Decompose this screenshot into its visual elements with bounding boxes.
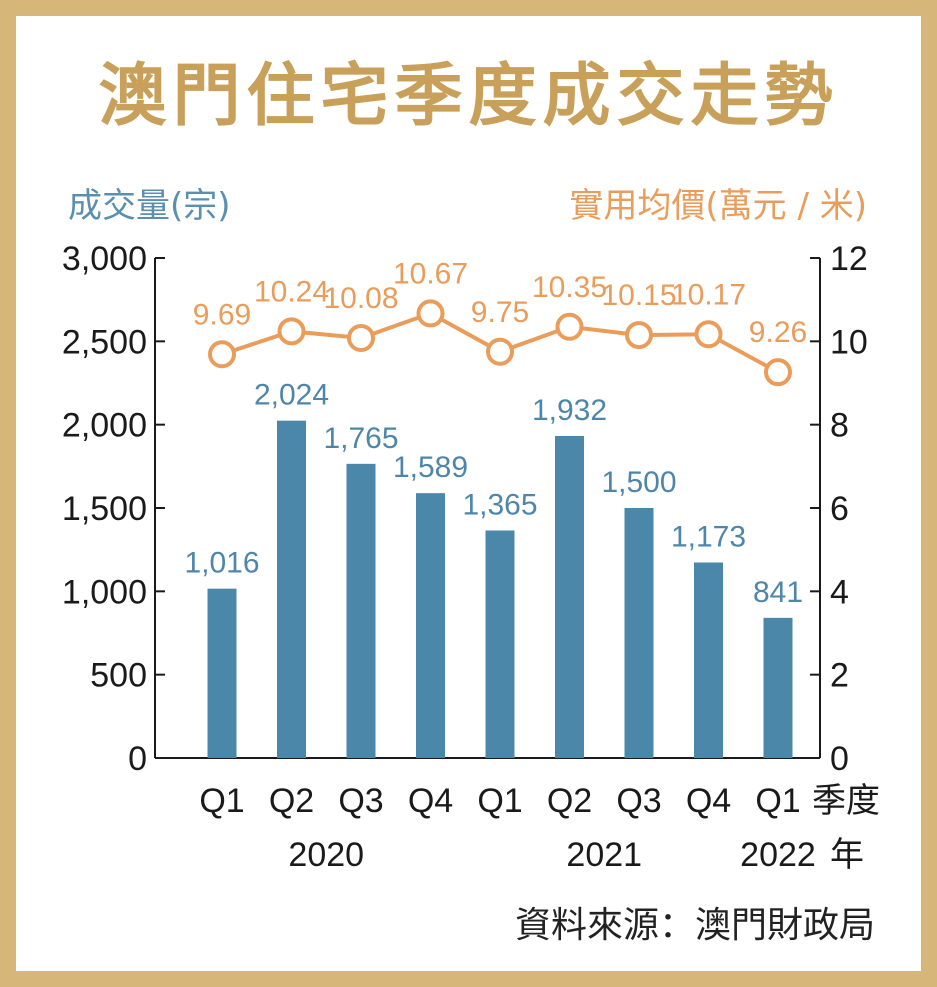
year-label: 2022 bbox=[740, 836, 816, 874]
right-axis-title: 實用均價(萬元 / 米) bbox=[569, 186, 867, 226]
bar-value-label: 1,765 bbox=[323, 422, 398, 455]
left-axis-title: 成交量(宗) bbox=[68, 186, 231, 226]
bar bbox=[416, 493, 445, 758]
x-tick-label: Q4 bbox=[408, 782, 453, 820]
price-point bbox=[416, 299, 445, 328]
price-value-label: 9.26 bbox=[749, 316, 807, 349]
right-tick-label: 2 bbox=[830, 657, 849, 695]
price-point bbox=[625, 321, 653, 350]
bar bbox=[346, 463, 376, 758]
price-value-label: 10.24 bbox=[254, 275, 329, 308]
bar bbox=[207, 588, 237, 758]
x-axis-title: 季度 bbox=[812, 781, 880, 821]
bar-value-label: 1,173 bbox=[671, 521, 746, 554]
right-tick-label: 8 bbox=[830, 407, 849, 445]
bar-value-label: 841 bbox=[753, 576, 803, 609]
chart-title: 澳門住宅季度成交走勢 bbox=[98, 57, 839, 136]
bar-value-label: 1,932 bbox=[532, 394, 607, 427]
price-value-label: 10.15 bbox=[601, 279, 676, 312]
left-tick-label: 1,500 bbox=[62, 490, 147, 528]
price-point bbox=[486, 337, 514, 366]
x-tick-label: Q1 bbox=[477, 782, 522, 820]
bar-value-label: 1,589 bbox=[393, 451, 468, 484]
bar bbox=[277, 420, 306, 758]
price-value-label: 9.69 bbox=[193, 298, 251, 331]
bar bbox=[694, 562, 723, 758]
x-tick-label: Q2 bbox=[547, 782, 592, 820]
source-note: 資料來源：澳門財政局 bbox=[514, 905, 875, 946]
price-point bbox=[555, 312, 584, 341]
bar bbox=[763, 617, 793, 758]
x-tick-label: Q1 bbox=[755, 782, 800, 820]
price-point bbox=[347, 324, 375, 352]
price-value-label: 10.67 bbox=[393, 257, 468, 290]
price-point bbox=[764, 358, 792, 387]
left-tick-label: 1,000 bbox=[62, 573, 147, 611]
price-value-label: 9.75 bbox=[471, 296, 529, 329]
left-tick-label: 2,000 bbox=[62, 407, 147, 445]
bar bbox=[485, 530, 515, 758]
bar bbox=[624, 508, 654, 758]
year-axis-title: 年 bbox=[830, 835, 864, 875]
price-point bbox=[277, 317, 306, 346]
x-tick-label: Q4 bbox=[686, 782, 731, 820]
price-value-label: 10.08 bbox=[323, 282, 398, 315]
price-value-label: 10.17 bbox=[671, 278, 746, 311]
x-tick-label: Q3 bbox=[338, 782, 383, 820]
bar-value-label: 2,024 bbox=[254, 379, 329, 412]
chart-panel bbox=[16, 16, 921, 971]
year-label: 2020 bbox=[288, 836, 364, 874]
bar bbox=[555, 436, 584, 758]
x-tick-label: Q1 bbox=[199, 782, 244, 820]
x-tick-label: Q2 bbox=[269, 782, 314, 820]
left-tick-label: 2,500 bbox=[62, 323, 147, 361]
bar-value-label: 1,500 bbox=[601, 466, 676, 499]
x-tick-label: Q3 bbox=[616, 782, 661, 820]
left-tick-label: 0 bbox=[128, 740, 147, 778]
bar-value-label: 1,016 bbox=[184, 547, 259, 580]
bar-value-label: 1,365 bbox=[462, 489, 537, 522]
left-tick-label: 3,000 bbox=[62, 240, 147, 278]
price-value-label: 10.35 bbox=[532, 271, 607, 304]
right-tick-label: 6 bbox=[830, 490, 849, 528]
price-point bbox=[694, 320, 723, 349]
right-tick-label: 4 bbox=[830, 573, 849, 611]
left-tick-label: 500 bbox=[90, 657, 147, 695]
right-tick-label: 10 bbox=[830, 323, 868, 361]
right-tick-label: 12 bbox=[830, 240, 868, 278]
year-label: 2021 bbox=[566, 836, 642, 874]
right-tick-label: 0 bbox=[830, 740, 849, 778]
price-point bbox=[208, 340, 236, 369]
